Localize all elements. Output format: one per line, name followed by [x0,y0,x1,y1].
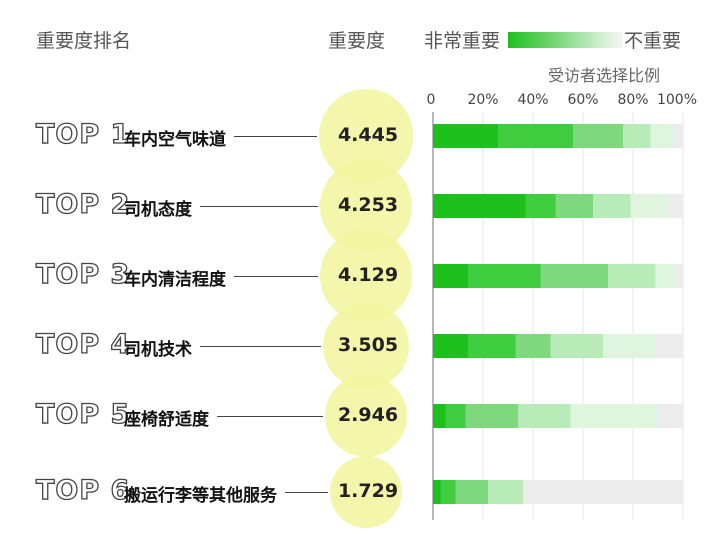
importance-score: 3.505 [337,334,399,356]
bar-segment [518,404,571,428]
factor-name: 车内空气味道 [124,130,226,150]
bar-segment [570,404,658,428]
connector-line [285,492,329,493]
importance-score: 1.729 [337,480,399,502]
x-tick-label: 100% [657,92,697,108]
bar-segment [433,124,498,148]
connector-line [200,206,318,207]
x-tick-label: 20% [467,92,498,108]
connector-line [200,346,321,347]
bar-segment [433,480,441,504]
connector-line [217,416,324,417]
bar-segment [668,194,683,218]
rank-label: TOP 5 [35,398,131,430]
bar-segment [623,124,651,148]
bar-segment [593,194,631,218]
importance-score: 4.445 [337,124,399,146]
x-tick-label: 0 [427,92,436,108]
bar-segment [550,334,603,358]
bar-segment [433,404,446,428]
bar-segment [525,194,556,218]
respondent-ratio-label: 受访者选择比例 [548,66,661,85]
bar-segment [608,264,656,288]
x-tick-label: 80% [617,92,648,108]
connector-line [234,276,319,277]
factor-name: 车内清洁程度 [124,270,226,290]
importance-score: 4.253 [337,194,399,216]
bar-segment [468,334,516,358]
bar-segment [655,264,676,288]
bar-segment [488,480,523,504]
factor-name: 司机态度 [124,200,192,220]
bar-segment [675,264,683,288]
score-bubble [322,302,409,389]
rank-header: 重要度排名 [36,30,132,52]
bar-segment [465,404,518,428]
score-bubble [330,456,402,528]
rank-label: TOP 4 [35,328,131,360]
bar-segment [540,264,608,288]
bar-segment [445,404,466,428]
bar-segment [498,124,573,148]
connector-line [234,136,318,137]
score-bubble [325,375,407,457]
bar-segment [658,404,683,428]
legend-gradient [508,32,623,48]
score-header: 重要度 [328,30,386,52]
x-tick-label: 60% [567,92,598,108]
bar-segment [455,480,488,504]
bar-segment [468,264,541,288]
importance-score: 2.946 [337,404,399,426]
bar-segment [433,264,468,288]
bar-segment [433,194,526,218]
bar-segment [440,480,456,504]
rank-label: TOP 1 [35,118,131,150]
rank-label: TOP 2 [35,188,131,220]
bar-segment [515,334,551,358]
bar-segment [650,124,673,148]
bar-segment [655,334,683,358]
legend-very-important-label: 非常重要 [424,30,501,52]
bar-segment [630,194,668,218]
bar-segment [433,334,468,358]
bar-segment [555,194,593,218]
factor-name: 座椅舒适度 [124,410,209,430]
x-tick-label: 40% [517,92,548,108]
importance-score: 4.129 [337,264,399,286]
bar-segment [673,124,683,148]
factor-name: 司机技术 [124,340,192,360]
bar-segment [603,334,656,358]
bar-segment [573,124,623,148]
rank-label: TOP 3 [35,258,131,290]
factor-name: 搬运行李等其他服务 [124,486,277,506]
bar-segment [523,480,683,504]
legend-not-important-label: 不重要 [624,30,682,52]
rank-label: TOP 6 [35,474,131,506]
